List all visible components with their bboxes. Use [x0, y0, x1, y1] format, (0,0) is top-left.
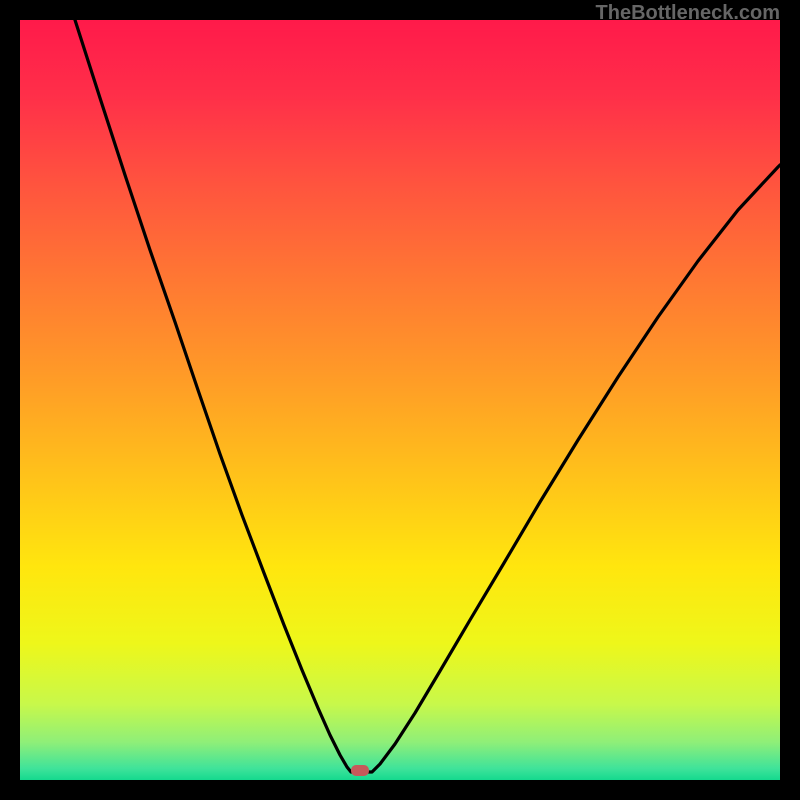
curve-layer	[20, 20, 780, 780]
minimum-marker	[351, 765, 369, 776]
plot-area	[20, 20, 780, 780]
bottleneck-curve	[75, 20, 780, 772]
chart-frame: TheBottleneck.com	[0, 0, 800, 800]
